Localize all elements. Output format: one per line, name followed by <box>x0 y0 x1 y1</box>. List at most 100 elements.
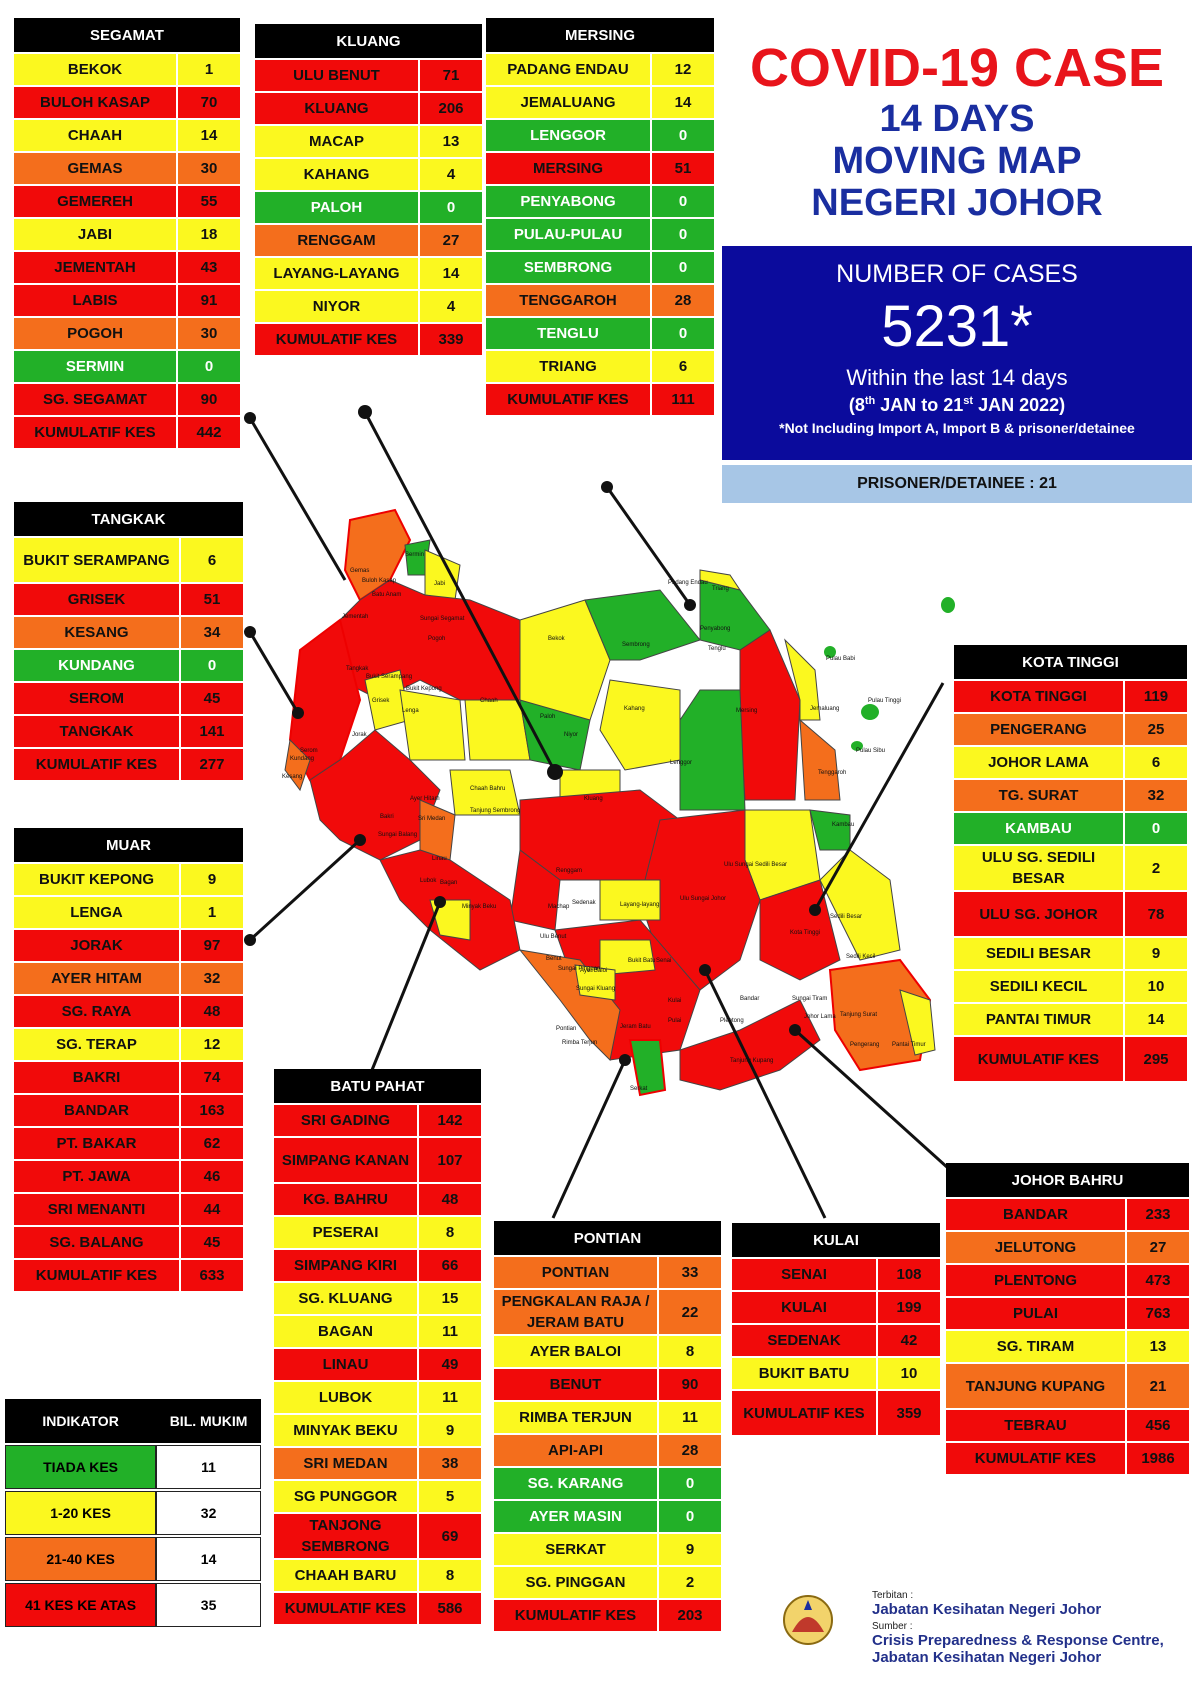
mukim-name: KUMULATIF KES <box>732 1391 876 1435</box>
legend-swatch-label: 1-20 KES <box>5 1491 157 1535</box>
table-row: PENGKALAN RAJA / JERAM BATU 22 <box>494 1290 721 1334</box>
table-row: KUMULATIF KES 442 <box>14 417 240 448</box>
table-row: SG. SEGAMAT 90 <box>14 384 240 415</box>
map-place-label: Benut <box>546 956 562 962</box>
map-region-bukit-batu <box>599 939 656 976</box>
table-row: TG. SURAT 32 <box>954 780 1187 811</box>
map-place-label: Bekok <box>548 636 566 642</box>
mukim-name: BAKRI <box>14 1062 179 1093</box>
map-place-label: Batu Anam <box>372 592 401 598</box>
map-place-label: Jementah <box>342 614 368 620</box>
mukim-name: SERMIN <box>14 351 176 382</box>
mukim-cases: 586 <box>417 1593 481 1624</box>
map-region-tenggaroh <box>799 718 841 801</box>
mukim-cases: 11 <box>417 1316 481 1347</box>
mukim-name: SG PUNGGOR <box>274 1481 417 1512</box>
title-main: COVID-19 CASE <box>749 38 1165 98</box>
mukim-cases: 14 <box>650 87 714 118</box>
mukim-name: LINAU <box>274 1349 417 1380</box>
mukim-cases: 78 <box>1123 892 1187 936</box>
map-place-label: Sedenak <box>572 900 597 906</box>
mukim-name: PESERAI <box>274 1217 417 1248</box>
table-row: POGOH 30 <box>14 318 240 349</box>
table-row: TANJONG SEMBRONG 69 <box>274 1514 481 1558</box>
leader-lines <box>248 411 950 1219</box>
table-row: ULU SG. SEDILI BESAR 2 <box>954 846 1187 890</box>
map-place-label: Sungai Kluang <box>576 986 615 992</box>
mukim-name: ULU BENUT <box>255 60 418 91</box>
table-row: PT. JAWA 46 <box>14 1161 243 1192</box>
mukim-cases: 0 <box>650 318 714 349</box>
leader-dot <box>547 764 563 780</box>
mukim-name: SRI MENANTI <box>14 1194 179 1225</box>
mukim-name: RIMBA TERJUN <box>494 1402 657 1433</box>
map-place-label: Tenggaroh <box>818 770 846 776</box>
mukim-name: KULAI <box>732 1292 876 1323</box>
table-row: SRI MENANTI 44 <box>14 1194 243 1225</box>
mukim-name: NIYOR <box>255 291 418 322</box>
mukim-cases: 107 <box>417 1138 481 1182</box>
table-row: KUNDANG 0 <box>14 650 243 681</box>
mukim-name: TRIANG <box>486 351 650 382</box>
legend-indicator: INDIKATOR BIL. MUKIM TIADA KES 11 1-20 KES… <box>5 1397 261 1629</box>
table-row: SG PUNGGOR 5 <box>274 1481 481 1512</box>
mukim-cases: 42 <box>876 1325 940 1356</box>
map-place-label: Tanjung Surat <box>840 1012 877 1018</box>
date-range-part: (8 <box>848 395 865 415</box>
table-row: KAHANG 4 <box>255 159 482 190</box>
mukim-name: SRI GADING <box>274 1105 417 1136</box>
table-row: BENUT 90 <box>494 1369 721 1400</box>
table-row: KLUANG 206 <box>255 93 482 124</box>
table-kluang: KLUANG ULU BENUT 71 KLUANG 206 MACAP 13 KAHANG 4… <box>255 22 482 357</box>
map-place-label: Jemaluang <box>810 706 839 712</box>
table-row: TANGKAK 141 <box>14 716 243 747</box>
mukim-name: CHAAH BARU <box>274 1560 417 1591</box>
table-row: SG. PINGGAN 2 <box>494 1567 721 1598</box>
mukim-cases: 206 <box>418 93 482 124</box>
table-row: BAKRI 74 <box>14 1062 243 1093</box>
mukim-cases: 0 <box>179 650 243 681</box>
publisher-name: Jabatan Kesihatan Negeri Johor <box>872 1601 1102 1618</box>
mukim-name: KUMULATIF KES <box>14 1260 179 1291</box>
map-place-label: Layang-layang <box>620 902 659 908</box>
map-islands <box>824 597 955 751</box>
table-row: PESERAI 8 <box>274 1217 481 1248</box>
leader-line-kota-tinggi <box>813 682 945 911</box>
map-island-pulau-sibu <box>851 741 863 751</box>
map-place-label: Pulau Sibu <box>856 748 885 754</box>
table-row: TEBRAU 456 <box>946 1410 1189 1441</box>
map-place-label: Sungai Pinggan <box>558 966 600 972</box>
table-row: BAGAN 11 <box>274 1316 481 1347</box>
table-batu-pahat: BATU PAHAT SRI GADING 142 SIMPANG KANAN 107 K… <box>274 1067 481 1626</box>
table-row: LENGA 1 <box>14 897 243 928</box>
map-place-label: Pulau Tinggi <box>868 698 901 704</box>
mukim-cases: 141 <box>179 716 243 747</box>
map-place-label: Sungai Segamat <box>420 616 465 622</box>
table-row: JELUTONG 27 <box>946 1232 1189 1263</box>
mukim-name: JABI <box>14 219 176 250</box>
mukim-cases: 74 <box>179 1062 243 1093</box>
mukim-cases: 62 <box>179 1128 243 1159</box>
table-row: TENGGAROH 28 <box>486 285 714 316</box>
mukim-cases: 34 <box>179 617 243 648</box>
date-range-sup: st <box>963 395 974 407</box>
mukim-name: GRISEK <box>14 584 179 615</box>
mukim-cases: 119 <box>1123 681 1187 712</box>
table-row: KULAI 199 <box>732 1292 940 1323</box>
map-region-pantai-timur <box>899 989 936 1056</box>
leader-line-kluang <box>363 411 557 773</box>
mukim-cases: 277 <box>179 749 243 780</box>
table-row: KOTA TINGGI 119 <box>954 681 1187 712</box>
table-row: JEMALUANG 14 <box>486 87 714 118</box>
date-range: (8th JAN to 21st JAN 2022) <box>722 395 1192 416</box>
leader-dot <box>601 481 613 493</box>
table-row: SRI GADING 142 <box>274 1105 481 1136</box>
leader-line-tangkak <box>248 631 300 714</box>
mukim-cases: 13 <box>1125 1331 1189 1362</box>
mukim-cases: 1 <box>179 897 243 928</box>
table-row: KUMULATIF KES 203 <box>494 1600 721 1631</box>
mukim-name: BULOH KASAP <box>14 87 176 118</box>
mukim-name: TENGLU <box>486 318 650 349</box>
publisher-label: Terbitan : <box>872 1590 914 1601</box>
window-text: Within the last 14 days <box>846 365 1068 390</box>
